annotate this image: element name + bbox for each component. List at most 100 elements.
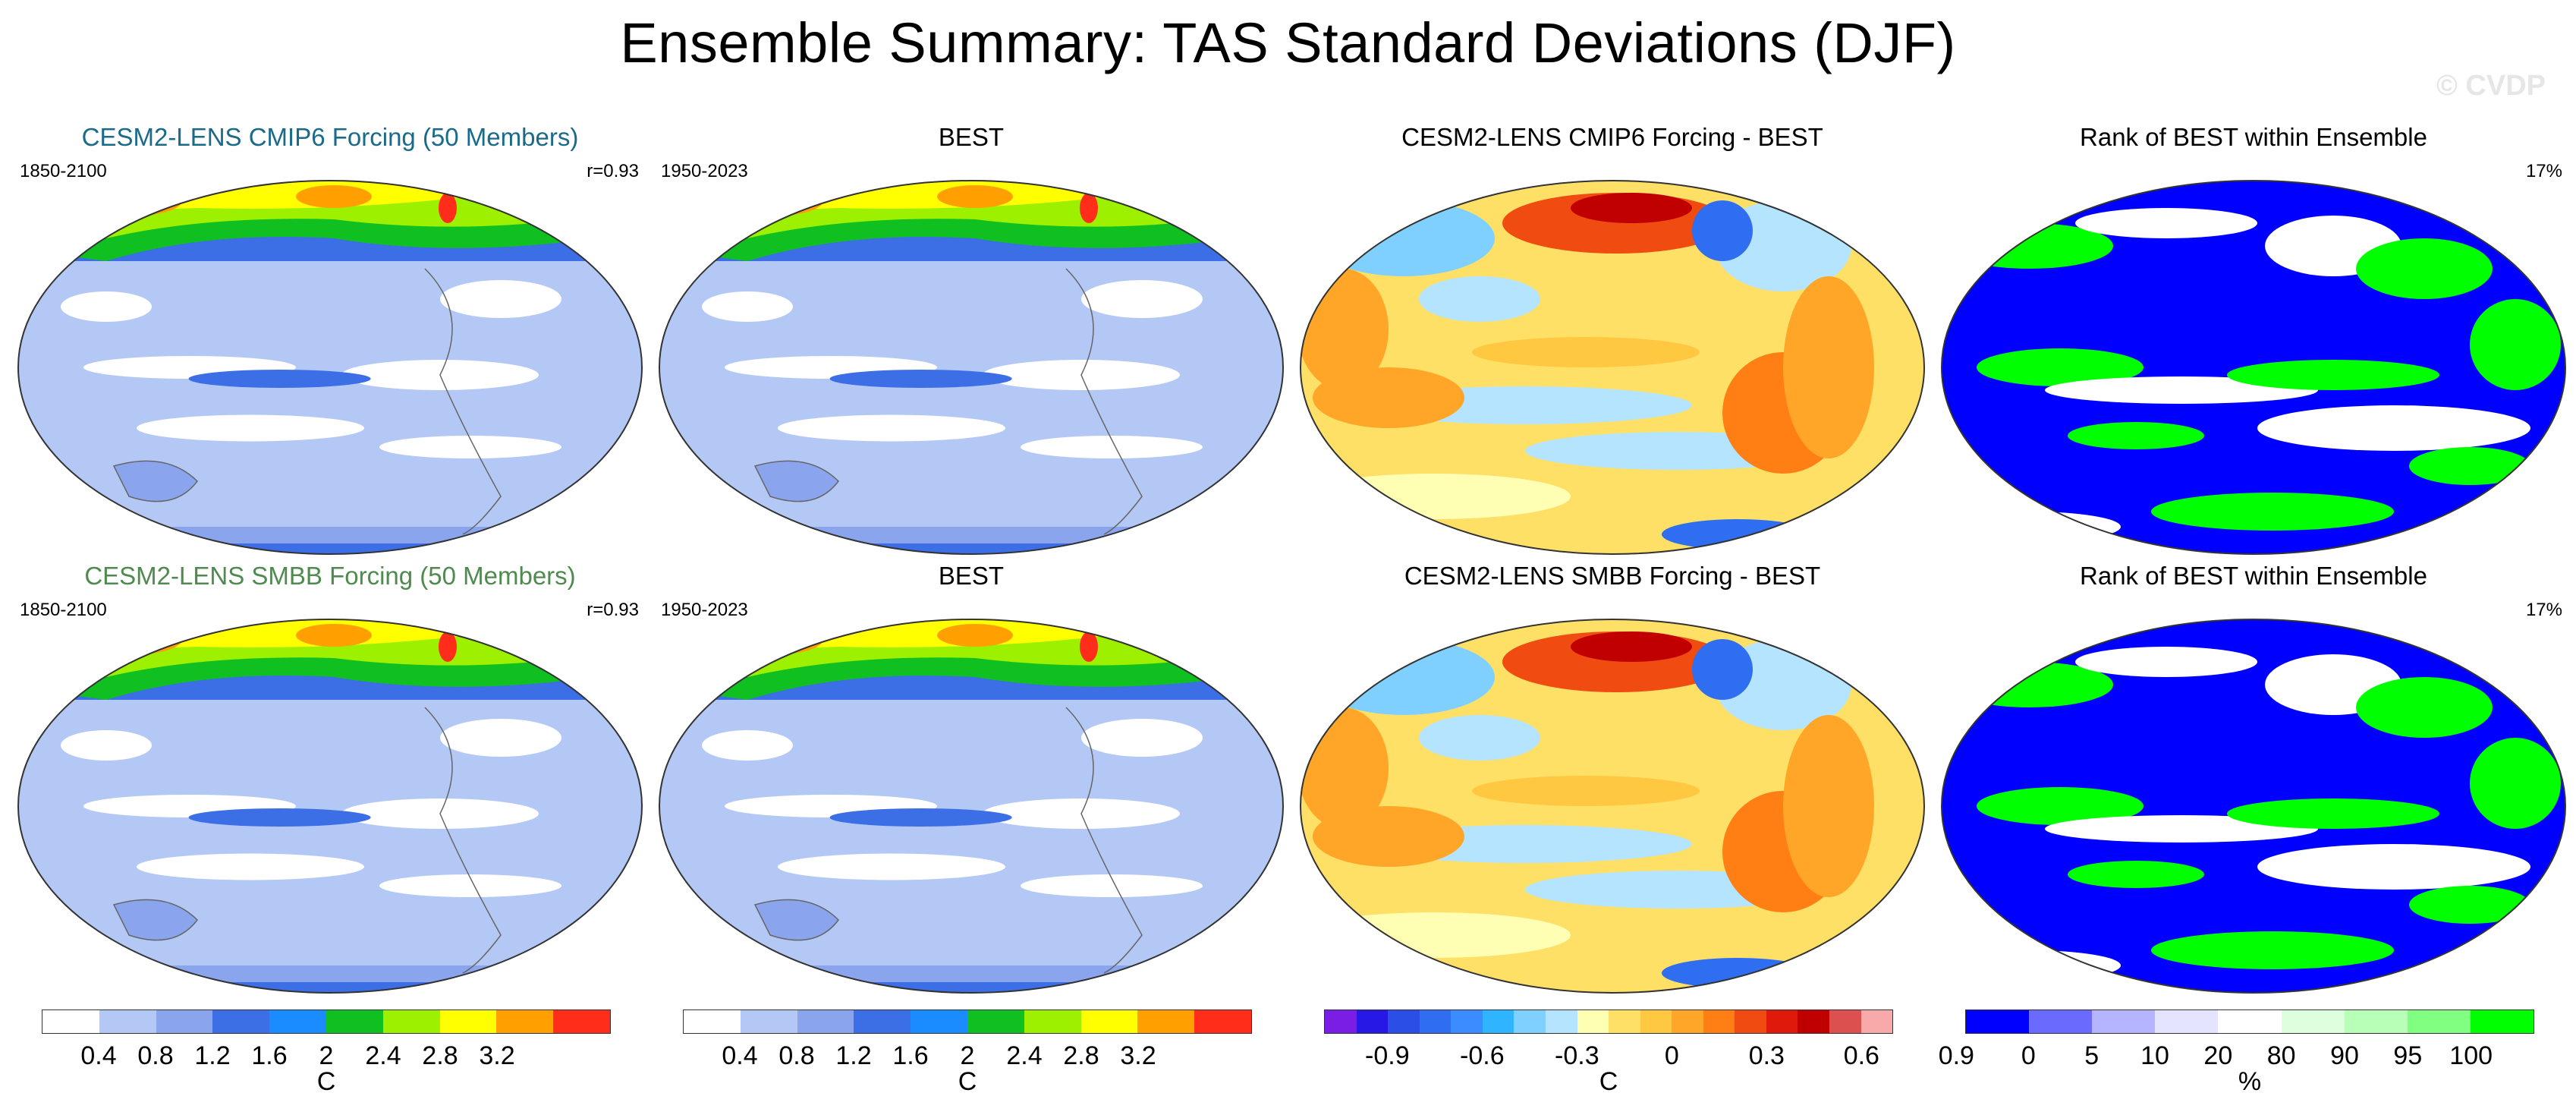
colorbar-swatch — [2470, 1010, 2534, 1033]
panel-title: CESM2-LENS SMBB Forcing (50 Members) — [84, 562, 576, 590]
colorbar-swatch — [382, 1010, 440, 1033]
stat-label: 17% — [2525, 161, 2562, 181]
colorbar-swatch — [42, 1010, 99, 1033]
stat-label: 17% — [2525, 600, 2562, 620]
colorbar-swatch — [1080, 1010, 1138, 1033]
colorbar-swatch — [326, 1010, 383, 1033]
period-label: 1950-2023 — [661, 600, 748, 620]
colorbar-tick-label: 3.2 — [1120, 1041, 1156, 1070]
globe-map — [1941, 619, 2566, 994]
colorbar-swatch — [1860, 1010, 1893, 1033]
colorbar-swatch — [740, 1010, 797, 1033]
colorbar-tick-label: 0.9 — [1938, 1041, 1974, 1070]
colorbar-tick-label: 20 — [2203, 1041, 2233, 1070]
colorbar: 0.4 0.8 1.2 1.6 2 2.4 2.8 3.2 C — [42, 1009, 611, 1096]
colorbar-swatch — [684, 1010, 741, 1033]
globe-map — [659, 619, 1284, 994]
colorbar: 0.4 0.8 1.2 1.6 2 2.4 2.8 3.2 C — [683, 1009, 1252, 1096]
colorbar-swatch — [2155, 1010, 2219, 1033]
colorbar-swatch — [1798, 1010, 1829, 1033]
colorbar-swatch — [496, 1010, 554, 1033]
colorbar-swatches — [1324, 1009, 1893, 1034]
panel-title: CESM2-LENS SMBB Forcing - BEST — [1404, 562, 1821, 590]
colorbar-tick-label: 0.6 — [1843, 1041, 1879, 1070]
colorbar: -0.9 -0.6 -0.3 0 0.3 0.6 0.9 C — [1324, 1009, 1974, 1096]
globe-map — [1300, 180, 1925, 555]
colorbar-tick-label: -0.6 — [1460, 1041, 1505, 1070]
map-panel: Rank of BEST within Ensemble 17% — [1939, 123, 2568, 555]
colorbar-swatch — [1325, 1010, 1357, 1033]
period-label: 1850-2100 — [20, 600, 107, 620]
colorbar-tick-label: 2.8 — [422, 1041, 458, 1070]
colorbar-tick-label: 0.8 — [778, 1041, 815, 1070]
colorbar-unit: C — [958, 1067, 977, 1096]
colorbar-tick-label: 5 — [2084, 1041, 2099, 1070]
figure-title: Ensemble Summary: TAS Standard Deviation… — [620, 11, 1956, 74]
colorbar-swatch — [1640, 1010, 1672, 1033]
colorbar-swatch — [1419, 1010, 1452, 1033]
colorbar-swatch — [2407, 1010, 2471, 1033]
colorbar-tick-label: 2.8 — [1063, 1041, 1099, 1070]
watermark: © CVDP — [2436, 70, 2546, 102]
panel-title: Rank of BEST within Ensemble — [2080, 562, 2427, 590]
period-label: 1950-2023 — [661, 161, 748, 181]
map-panel: CESM2-LENS SMBB Forcing (50 Members) 1850… — [15, 562, 645, 994]
colorbar-unit: % — [2238, 1067, 2262, 1096]
map-panel: CESM2-LENS SMBB Forcing - BEST — [1297, 562, 1927, 994]
panel-title: CESM2-LENS CMIP6 Forcing (50 Members) — [81, 123, 579, 151]
globe-map — [1941, 180, 2566, 555]
colorbar-swatch — [1829, 1010, 1861, 1033]
map-panel: BEST 1950-2023 — [656, 562, 1286, 994]
colorbar-tick-label: 1.6 — [892, 1041, 929, 1070]
colorbar-swatch — [1388, 1010, 1420, 1033]
colorbar-tick-label: 10 — [2140, 1041, 2169, 1070]
panel-title: Rank of BEST within Ensemble — [2080, 123, 2427, 151]
colorbar-tick-label: 0 — [2021, 1041, 2036, 1070]
globe-map — [659, 180, 1284, 555]
colorbar-unit: C — [1599, 1067, 1618, 1096]
stat-label: r=0.93 — [587, 161, 639, 181]
colorbar-tick-label: 0 — [1664, 1041, 1679, 1070]
colorbar-swatch — [1024, 1010, 1081, 1033]
colorbar-swatch — [1966, 1010, 2030, 1033]
colorbar-tick-label: 2.4 — [1006, 1041, 1043, 1070]
colorbar-tick-label: 1.6 — [251, 1041, 288, 1070]
colorbar: 0 5 10 20 80 90 95 100% — [1965, 1009, 2534, 1096]
colorbar-tick-label: 1.2 — [835, 1041, 872, 1070]
colorbar-swatch — [212, 1010, 270, 1033]
colorbar-swatch — [553, 1010, 610, 1033]
colorbar-tick-label: 2.4 — [365, 1041, 401, 1070]
colorbar-swatch — [1137, 1010, 1195, 1033]
colorbar-tick-label: 100 — [2449, 1041, 2493, 1070]
colorbar-swatch — [2281, 1010, 2345, 1033]
colorbar-swatch — [1451, 1010, 1483, 1033]
colorbar-tick-label: 0.4 — [722, 1041, 758, 1070]
colorbar-swatch — [1609, 1010, 1640, 1033]
colorbar-swatch — [1766, 1010, 1798, 1033]
colorbar-swatch — [1514, 1010, 1546, 1033]
colorbar-swatch — [1545, 1010, 1577, 1033]
colorbar-tick-label: 3.2 — [479, 1041, 515, 1070]
globe-map — [1300, 619, 1925, 994]
colorbar-swatch — [1672, 1010, 1703, 1033]
colorbar-swatch — [911, 1010, 967, 1033]
colorbar-swatch — [1482, 1010, 1514, 1033]
map-panel: BEST 1950-2023 — [656, 123, 1286, 555]
colorbar-tick-label: 0.3 — [1748, 1041, 1785, 1070]
colorbar-tick-label: 90 — [2330, 1041, 2359, 1070]
colorbar-swatch — [1577, 1010, 1609, 1033]
colorbar-tick-label: 2 — [960, 1041, 975, 1070]
globe-map — [17, 180, 643, 555]
colorbar-swatch — [1703, 1010, 1735, 1033]
colorbar-swatches — [683, 1009, 1252, 1034]
colorbar-swatch — [1194, 1010, 1251, 1033]
colorbar-swatch — [269, 1010, 326, 1033]
panel-title: BEST — [938, 123, 1005, 151]
map-panel: CESM2-LENS CMIP6 Forcing - BEST — [1297, 123, 1927, 555]
colorbar-swatches — [1965, 1009, 2534, 1034]
colorbar-tick-label: 0.8 — [137, 1041, 174, 1070]
colorbar-swatch — [854, 1010, 911, 1033]
colorbar-swatch — [2029, 1010, 2093, 1033]
colorbar-tick-label: 95 — [2393, 1041, 2423, 1070]
colorbar-swatch — [439, 1010, 497, 1033]
